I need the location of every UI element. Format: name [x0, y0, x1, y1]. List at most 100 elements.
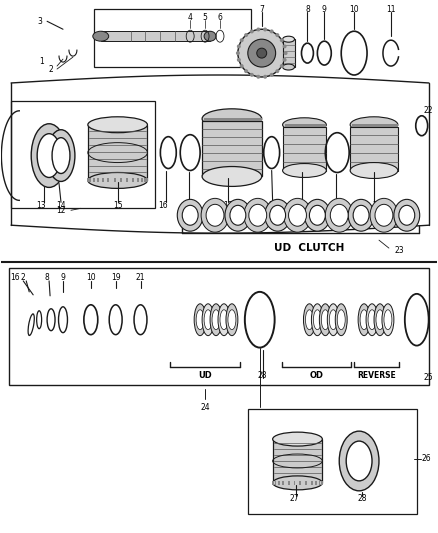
Ellipse shape [88, 117, 148, 133]
Bar [233, 118, 235, 121]
Text: 28: 28 [258, 371, 268, 380]
Ellipse shape [244, 198, 272, 232]
Ellipse shape [256, 75, 260, 79]
Bar [218, 118, 219, 121]
Bar [364, 124, 366, 127]
Bar [246, 118, 248, 121]
Bar [298, 124, 300, 127]
Ellipse shape [375, 204, 393, 226]
Ellipse shape [237, 58, 241, 62]
Ellipse shape [248, 39, 276, 67]
Bar [250, 118, 252, 121]
Bar [315, 124, 317, 127]
Ellipse shape [309, 205, 325, 225]
Bar [283, 127, 326, 171]
Bar [388, 124, 390, 127]
Bar [204, 118, 206, 121]
Bar [352, 124, 354, 127]
Bar [293, 481, 296, 485]
Bar [87, 179, 89, 182]
Bar [367, 124, 369, 127]
Ellipse shape [370, 198, 398, 232]
Text: UD  CLUTCH: UD CLUTCH [274, 243, 345, 253]
Ellipse shape [329, 310, 337, 330]
Bar [307, 124, 309, 127]
Bar [223, 118, 225, 121]
Text: 16: 16 [159, 201, 168, 210]
Text: 19: 19 [298, 201, 307, 210]
Bar [206, 118, 208, 121]
Bar [311, 481, 313, 485]
Bar [319, 124, 321, 127]
Ellipse shape [348, 199, 374, 231]
Bar [208, 118, 210, 121]
Bar [229, 118, 231, 121]
Text: 10: 10 [350, 5, 359, 14]
Bar [396, 124, 398, 127]
Ellipse shape [202, 166, 262, 187]
Bar [97, 179, 99, 182]
Bar [286, 124, 289, 127]
Text: 2: 2 [49, 64, 53, 74]
Ellipse shape [270, 29, 274, 34]
Bar [237, 118, 239, 121]
Ellipse shape [226, 304, 238, 336]
Bar [365, 124, 367, 127]
Bar [101, 31, 210, 41]
Bar [215, 118, 218, 121]
Text: 9: 9 [60, 273, 65, 282]
Text: 2: 2 [21, 273, 26, 282]
Bar [248, 118, 250, 121]
Ellipse shape [212, 310, 220, 330]
Ellipse shape [304, 199, 330, 231]
Ellipse shape [283, 118, 326, 132]
Ellipse shape [283, 198, 311, 232]
Bar [244, 118, 247, 121]
Bar [358, 124, 360, 127]
Ellipse shape [218, 304, 230, 336]
Ellipse shape [201, 198, 229, 232]
Bar [290, 124, 292, 127]
Ellipse shape [31, 124, 67, 188]
Bar [120, 179, 122, 182]
Ellipse shape [319, 304, 331, 336]
Ellipse shape [346, 441, 372, 481]
Ellipse shape [47, 130, 75, 181]
Bar [300, 124, 302, 127]
Text: 20: 20 [332, 201, 341, 210]
Bar [321, 481, 323, 485]
Ellipse shape [250, 73, 254, 77]
Ellipse shape [350, 117, 398, 133]
Text: 21: 21 [136, 273, 145, 282]
Text: 11: 11 [386, 5, 396, 14]
Bar [321, 481, 323, 485]
Text: 12: 12 [56, 206, 66, 215]
Ellipse shape [283, 44, 286, 49]
Text: 21: 21 [372, 201, 382, 210]
Ellipse shape [250, 29, 254, 34]
Bar [311, 124, 313, 127]
Text: 5: 5 [203, 13, 208, 22]
Ellipse shape [225, 199, 251, 231]
Ellipse shape [339, 431, 379, 491]
Bar [254, 118, 256, 121]
Bar [371, 124, 373, 127]
Ellipse shape [289, 204, 307, 226]
Text: 19: 19 [111, 273, 120, 282]
Bar [381, 124, 383, 127]
Bar [210, 118, 212, 121]
Ellipse shape [93, 31, 109, 41]
Ellipse shape [204, 31, 216, 41]
Bar [324, 124, 326, 127]
Bar [354, 124, 356, 127]
Text: 15: 15 [113, 201, 123, 210]
Ellipse shape [244, 69, 248, 73]
Bar [260, 118, 262, 121]
Ellipse shape [182, 205, 198, 225]
Bar [227, 118, 229, 121]
Ellipse shape [330, 204, 348, 226]
Ellipse shape [283, 64, 294, 70]
Bar [272, 481, 274, 485]
Bar [89, 179, 92, 182]
Bar [379, 124, 381, 127]
